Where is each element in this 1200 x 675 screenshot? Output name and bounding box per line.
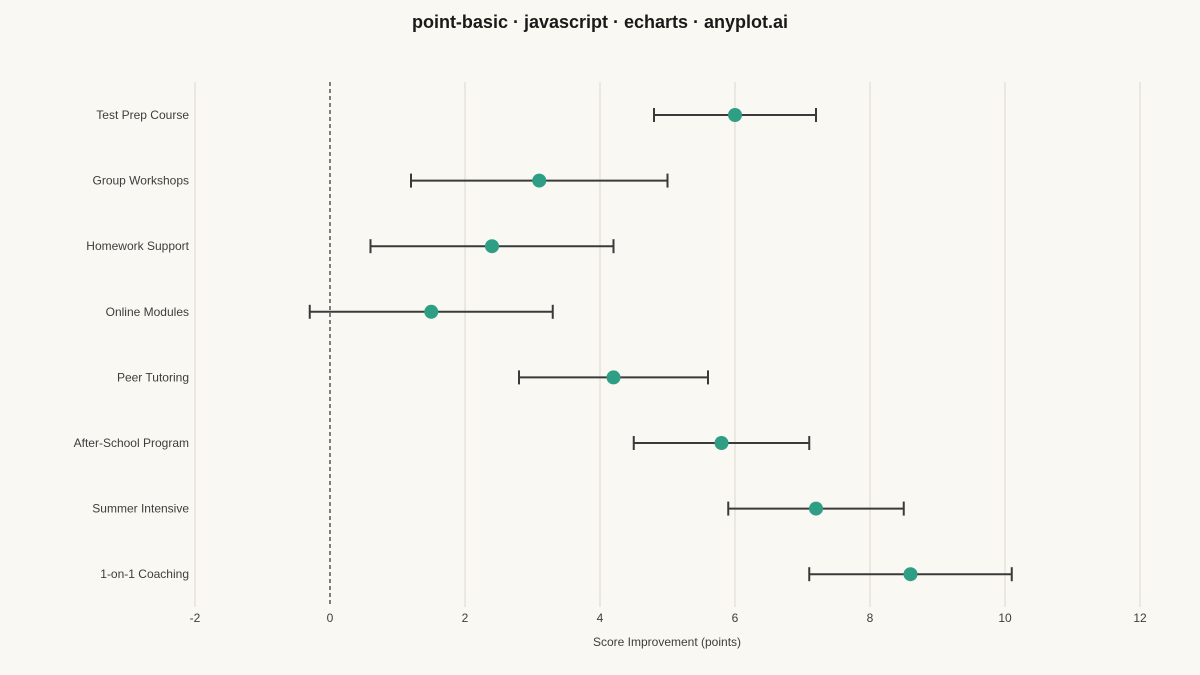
x-tick-label: 0 [327,611,334,625]
data-point [903,567,918,582]
category-label: Test Prep Course [96,108,189,122]
x-tick-label: 2 [462,611,469,625]
data-point [606,370,621,385]
data-point [424,304,439,319]
category-label: Summer Intensive [92,502,189,516]
grid-layer [194,82,1141,607]
x-tick-label: 6 [732,611,739,625]
data-point [728,108,742,122]
error-bar-layer [308,108,1013,582]
category-label: After-School Program [74,436,189,450]
x-axis-title: Score Improvement (points) [593,635,741,649]
x-tick-label: -2 [190,611,201,625]
x-tick-label: 8 [867,611,874,625]
category-label: 1-on-1 Coaching [100,567,189,581]
data-point [714,436,729,450]
point-layer [424,108,918,582]
category-label-layer: Test Prep Course Group Workshops Homework … [74,108,190,581]
data-point [809,501,823,516]
x-tick-label: 4 [597,611,604,625]
data-point [485,239,499,254]
category-label: Homework Support [86,239,189,253]
x-tick-label: 12 [1133,611,1147,625]
category-label: Peer Tutoring [117,370,189,384]
data-point [532,173,547,188]
chart-title: point-basic · javascript · echarts · any… [412,12,788,32]
x-tick-label-layer: -2 0 2 4 6 8 10 12 [190,611,1147,625]
category-label: Online Modules [106,305,189,319]
x-tick-label: 10 [998,611,1012,625]
category-label: Group Workshops [93,174,190,188]
